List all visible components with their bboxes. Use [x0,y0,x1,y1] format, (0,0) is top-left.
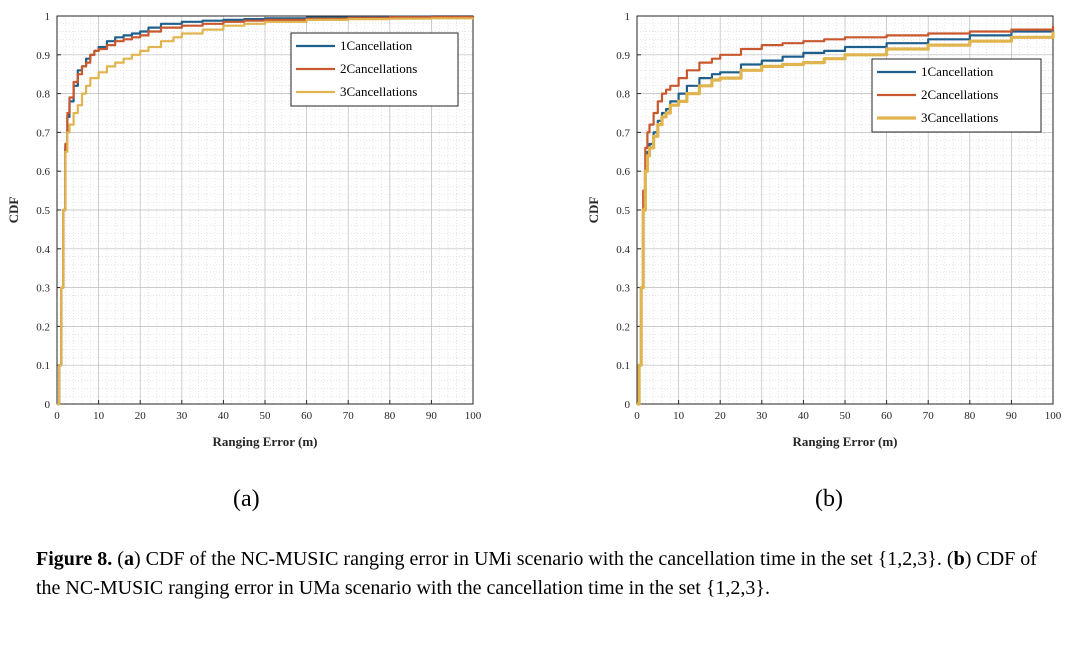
chart-panel-b: 0 10 20 30 40 50 60 70 80 90 100 0 0.1 0.2 0.3 0.4 0.5 0.… [586,11,1062,449]
x-tick-label: 30 [176,410,188,422]
legend: 1Cancellation 2Cancellations 3Cancellation… [871,58,1042,133]
x-tick-label: 0 [634,410,640,422]
y-tick-label: 0 [45,399,51,411]
x-tick-label: 100 [465,410,482,422]
y-tick-label: 0.9 [36,50,50,62]
y-tick-label: 0.2 [36,321,50,333]
series-line-3 [57,17,475,406]
y-tick-label: 0 [625,399,631,411]
x-tick-label: 50 [840,410,852,422]
y-tick-label: 0.1 [36,360,50,372]
panel-label-b: (b) [815,486,843,512]
legend-label-3: 3Cancellations [921,110,998,125]
caption-paren-close-a: ) [133,548,141,570]
legend-label-1: 1Cancellation [921,64,994,79]
y-tick-label: 0.9 [616,50,630,62]
caption-text-a: CDF of the NC-MUSIC ranging error in UMi… [140,548,947,570]
chart-panel-a: 0 10 20 30 40 50 60 70 80 90 100 0 0.1 0.2 0.3 0.4 0.5 0.… [6,11,482,449]
y-tick-label: 0.3 [616,283,630,295]
y-tick-label: 0.2 [616,321,630,333]
panel-label-a: (a) [233,486,260,512]
x-tick-label: 40 [218,410,230,422]
y-tick-label: 0.5 [616,205,630,217]
legend-label-1: 1Cancellation [340,38,413,53]
y-tick-label: 0.4 [616,244,630,256]
legend: 1Cancellation 2Cancellations 3Cancellation… [290,32,459,107]
legend-label-2: 2Cancellations [921,87,998,102]
y-tick-label: 0.8 [616,89,630,101]
x-tick-label: 20 [715,410,727,422]
series-line-2 [637,25,1055,406]
x-tick-label: 20 [135,410,147,422]
caption-paren-open-b: ( [946,548,954,570]
y-tick-label: 0.3 [36,283,50,295]
x-tick-label: 80 [384,410,396,422]
x-tick-label: 30 [756,410,768,422]
y-axis-label: CDF [586,197,601,224]
legend-label-3: 3Cancellations [340,84,417,99]
y-axis-label: CDF [6,197,21,224]
x-tick-label: 60 [881,410,893,422]
caption-text-b: CDF of the NC-MUSIC ranging error in UMa… [36,548,1037,599]
x-tick-label: 100 [1045,410,1062,422]
y-tick-label: 1 [45,11,51,23]
y-tick-label: 1 [625,11,631,23]
y-tick-label: 0.6 [36,166,50,178]
y-tick-label: 0.6 [616,166,630,178]
x-tick-label: 10 [673,410,685,422]
x-tick-label: 70 [923,410,935,422]
caption-paren-close-b: ) [964,548,972,570]
legend-label-2: 2Cancellations [340,61,417,76]
x-axis-label: Ranging Error (m) [213,434,318,449]
y-tick-label: 0.1 [616,360,630,372]
x-tick-label: 0 [54,410,60,422]
x-tick-label: 70 [343,410,355,422]
x-tick-label: 80 [964,410,976,422]
x-tick-label: 90 [426,410,438,422]
x-tick-label: 40 [798,410,810,422]
y-tick-label: 0.7 [36,127,50,139]
figure-caption: Figure 8. (a) CDF of the NC-MUSIC rangin… [36,545,1051,603]
series-line-3 [637,31,1055,406]
y-tick-label: 0.7 [616,127,630,139]
x-tick-label: 60 [301,410,313,422]
caption-panel-b: b [953,548,965,570]
x-tick-label: 10 [93,410,105,422]
y-tick-label: 0.8 [36,89,50,101]
y-tick-label: 0.5 [36,205,50,217]
figure-label: Figure 8. [36,548,113,570]
x-tick-label: 50 [260,410,272,422]
x-tick-label: 90 [1006,410,1018,422]
x-axis-label: Ranging Error (m) [793,434,898,449]
caption-panel-a: a [123,548,134,570]
caption-paren-open-a: ( [117,548,124,570]
y-tick-label: 0.4 [36,244,50,256]
series-line-2 [57,15,475,406]
